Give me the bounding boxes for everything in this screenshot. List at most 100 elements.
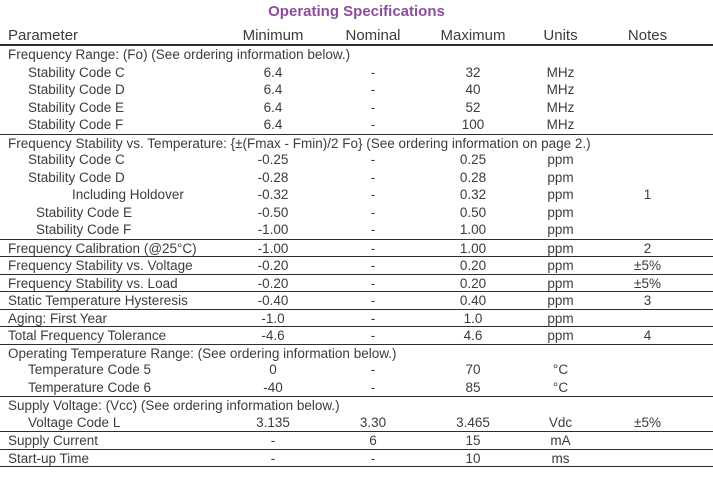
minimum-cell: -	[270, 450, 276, 466]
table-row: Supply Current - 6 15 mA	[0, 431, 713, 449]
parameter-cell: Frequency Stability vs. Voltage	[8, 258, 193, 273]
maximum-cell: 3.465	[456, 414, 490, 430]
parameter-cell: Frequency Stability vs. Load	[8, 275, 178, 291]
parameter-cell: Stability Code D	[28, 169, 125, 185]
page: Operating Specifications Parameter Minim…	[0, 3, 713, 467]
parameter-cell: Aging: First Year	[8, 310, 108, 326]
units-cell: ppm	[547, 240, 574, 256]
column-header-parameter: Parameter	[8, 27, 79, 44]
units-cell: ppm	[547, 222, 574, 237]
table-row: Stability Code C 6.4 - 32 MHz	[0, 64, 713, 82]
minimum-cell: 6.4	[263, 64, 283, 80]
parameter-cell: Static Temperature Hysteresis	[8, 293, 188, 308]
nominal-cell: -	[370, 204, 376, 220]
nominal-cell: -	[370, 64, 376, 80]
nominal-cell: -	[370, 379, 376, 395]
notes-cell	[598, 81, 697, 99]
maximum-cell: 15	[465, 433, 481, 448]
maximum-cell: 0.28	[459, 169, 487, 185]
table-row: Stability Code E -0.50 - 0.50 ppm	[0, 204, 713, 222]
notes-cell	[598, 116, 697, 134]
minimum-cell: -1.00	[257, 240, 289, 256]
table-row: Voltage Code L 3.135 3.30 3.465 Vdc ±5%	[0, 414, 713, 432]
nominal-cell: -	[370, 450, 376, 466]
nominal-cell: -	[370, 82, 376, 97]
nominal-cell: -	[370, 293, 376, 308]
spec-table-body: Frequency Range: (Fo) (See ordering info…	[0, 46, 713, 466]
maximum-cell: 10	[465, 450, 481, 466]
minimum-cell: -4.6	[261, 328, 285, 343]
maximum-cell: 0.20	[459, 258, 487, 273]
parameter-cell: Stability Code C	[28, 64, 125, 80]
nominal-cell: -	[370, 328, 376, 343]
parameter-cell: Stability Code F	[28, 117, 124, 132]
parameter-cell: Voltage Code L	[28, 414, 121, 430]
column-header-notes: Notes	[627, 27, 668, 44]
table-row: Frequency Calibration (@25°C) -1.00 - 1.…	[0, 238, 713, 257]
notes-cell: ±5%	[634, 414, 661, 430]
nominal-cell: -	[370, 117, 376, 132]
units-cell: ppm	[547, 169, 574, 185]
notes-cell	[598, 169, 697, 187]
minimum-cell: -0.20	[257, 258, 289, 273]
minimum-cell: 3.135	[256, 414, 290, 430]
notes-cell	[598, 379, 697, 397]
minimum-cell: -0.20	[257, 275, 289, 291]
maximum-cell: 0.32	[459, 187, 487, 202]
notes-cell: 1	[643, 187, 652, 202]
units-cell: °C	[552, 379, 569, 395]
minimum-cell: 0	[269, 362, 277, 377]
parameter-cell: Temperature Code 5	[28, 362, 152, 377]
nominal-cell: -	[370, 240, 376, 256]
column-header-nominal: Nominal	[345, 27, 401, 44]
notes-cell	[598, 64, 697, 82]
table-row: Stability Code F -1.00 - 1.00 ppm	[0, 221, 713, 239]
notes-cell	[598, 99, 697, 117]
nominal-cell: -	[370, 275, 376, 291]
minimum-cell: -0.40	[257, 293, 289, 308]
parameter-cell: Stability Code C	[28, 152, 125, 167]
maximum-cell: 1.00	[459, 240, 487, 256]
minimum-cell: -40	[263, 379, 283, 395]
units-cell: MHz	[546, 117, 575, 132]
section-label: Supply Voltage: (Vcc) (See ordering info…	[8, 398, 340, 413]
units-cell: ppm	[547, 293, 574, 308]
maximum-cell: 52	[465, 99, 481, 115]
table-row: Start-up Time - - 10 ms	[0, 448, 713, 467]
minimum-cell: -0.32	[257, 187, 289, 202]
parameter-cell: Start-up Time	[8, 450, 90, 466]
notes-cell	[598, 432, 697, 450]
section-row: Supply Voltage: (Vcc) (See ordering info…	[0, 396, 713, 414]
nominal-cell: 6	[369, 433, 377, 448]
maximum-cell: 0.50	[459, 204, 487, 220]
maximum-cell: 0.40	[459, 293, 487, 308]
section-label: Operating Temperature Range: (See orderi…	[8, 345, 397, 361]
parameter-cell: Including Holdover	[72, 187, 184, 202]
notes-cell: 3	[643, 293, 652, 308]
notes-cell	[598, 361, 697, 379]
parameter-cell: Stability Code E	[36, 204, 133, 220]
maximum-cell: 0.25	[459, 152, 487, 167]
column-header-units: Units	[543, 27, 578, 44]
minimum-cell: -0.28	[257, 169, 289, 185]
parameter-cell: Total Frequency Tolerance	[8, 328, 167, 343]
units-cell: ppm	[547, 328, 574, 343]
units-cell: ppm	[547, 187, 574, 202]
notes-cell: 2	[643, 240, 652, 256]
nominal-cell: -	[370, 362, 376, 377]
units-cell: ppm	[547, 204, 574, 220]
nominal-cell: 3.30	[359, 414, 387, 430]
column-header-maximum: Maximum	[440, 27, 506, 44]
maximum-cell: 1.00	[459, 222, 487, 237]
section-label: Frequency Stability vs. Temperature: {±(…	[8, 135, 591, 151]
page-title: Operating Specifications	[268, 3, 445, 20]
parameter-cell: Stability Code D	[28, 82, 125, 97]
minimum-cell: 6.4	[263, 99, 283, 115]
maximum-cell: 1.0	[463, 310, 483, 326]
nominal-cell: -	[370, 169, 376, 185]
maximum-cell: 40	[465, 82, 481, 97]
units-cell: Vdc	[548, 414, 573, 430]
column-header-minimum: Minimum	[242, 27, 304, 44]
units-cell: °C	[552, 362, 569, 377]
minimum-cell: -1.0	[261, 310, 285, 326]
